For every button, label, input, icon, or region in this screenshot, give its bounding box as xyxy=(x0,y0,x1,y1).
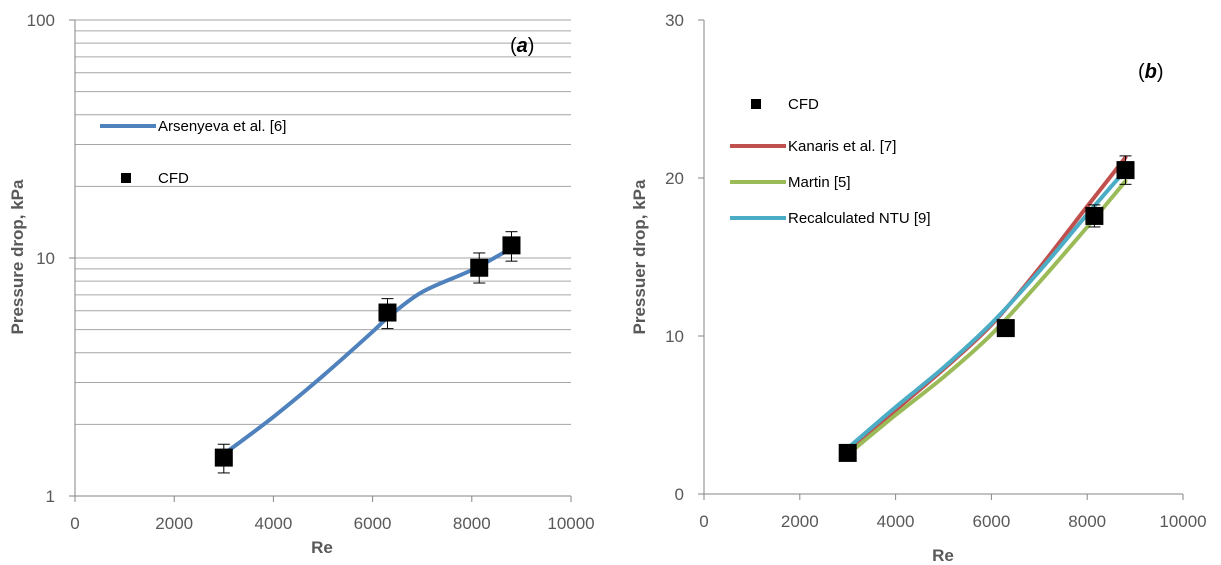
y-tick-label: 20 xyxy=(665,169,684,188)
x-tick-label: 2000 xyxy=(781,512,819,531)
legend: Arsenyeva et al. [6] CFD xyxy=(100,118,286,187)
data-point-marker xyxy=(378,303,397,322)
panel-label-letter: a xyxy=(517,35,528,57)
plot-area xyxy=(214,231,521,474)
legend-marker-swatch xyxy=(751,99,761,109)
panel-label: (a) xyxy=(510,35,534,57)
y-gridlines xyxy=(75,19,571,425)
legend: CFD Kanaris et al. [7] Martin [5] Recalcula… xyxy=(730,96,931,227)
x-tick-labels: 0 2000 4000 6000 8000 10000 xyxy=(699,494,1207,531)
data-point-marker xyxy=(838,443,857,462)
chart-panel-b: 0 2000 4000 6000 8000 10000 0 10 20 30 Re Pressu… xyxy=(630,11,1207,565)
y-axis-title: Pressure drop, kPa xyxy=(8,179,27,335)
y-tick-label: 10 xyxy=(36,249,55,268)
x-tick-label: 8000 xyxy=(1068,512,1106,531)
x-axis-title: Re xyxy=(932,546,954,565)
panel-label: (b) xyxy=(1138,61,1164,83)
legend-label: Recalculated NTU [9] xyxy=(788,210,931,227)
y-tick-labels: 0 10 20 30 xyxy=(665,11,704,504)
x-tick-label: 6000 xyxy=(972,512,1010,531)
data-point-marker xyxy=(1085,206,1104,225)
series-line xyxy=(845,155,1128,455)
x-tick-label: 4000 xyxy=(877,512,915,531)
x-tick-label: 6000 xyxy=(354,514,392,533)
x-tick-label: 4000 xyxy=(254,514,292,533)
y-tick-label: 1 xyxy=(46,487,55,506)
data-point-marker xyxy=(996,319,1015,338)
legend-marker-swatch xyxy=(121,173,131,183)
x-tick-label: 10000 xyxy=(1159,512,1206,531)
y-tick-label: 30 xyxy=(665,11,684,30)
x-tick-label: 2000 xyxy=(155,514,193,533)
y-tick-label: 0 xyxy=(675,485,684,504)
data-point-marker xyxy=(1116,161,1135,180)
legend-label: CFD xyxy=(158,170,189,187)
y-axis-title: Pressuer drop, kPa xyxy=(630,179,649,335)
y-tick-label: 100 xyxy=(27,11,55,30)
data-point-marker xyxy=(502,236,521,255)
x-tick-labels: 0 2000 4000 6000 8000 10000 xyxy=(70,496,595,533)
x-tick-label: 8000 xyxy=(453,514,491,533)
x-axis-title: Re xyxy=(311,538,333,557)
data-point-marker xyxy=(214,448,233,467)
x-tick-label: 0 xyxy=(699,512,708,531)
y-tick-labels: 1 10 100 xyxy=(27,11,75,506)
chart-panel-a: 0 2000 4000 6000 8000 10000 1 10 100 Re Pressur… xyxy=(8,11,595,557)
legend-label: Martin [5] xyxy=(788,174,851,191)
legend-label: Kanaris et al. [7] xyxy=(788,138,896,155)
x-tick-label: 0 xyxy=(70,514,79,533)
series-line xyxy=(845,179,1128,457)
panel-label-letter: b xyxy=(1145,61,1157,83)
series-line xyxy=(221,246,514,457)
y-tick-label: 10 xyxy=(665,327,684,346)
legend-label: CFD xyxy=(788,96,819,113)
x-tick-label: 10000 xyxy=(547,514,594,533)
plot-area xyxy=(838,155,1135,462)
data-point-marker xyxy=(470,258,489,277)
legend-label: Arsenyeva et al. [6] xyxy=(158,118,286,135)
